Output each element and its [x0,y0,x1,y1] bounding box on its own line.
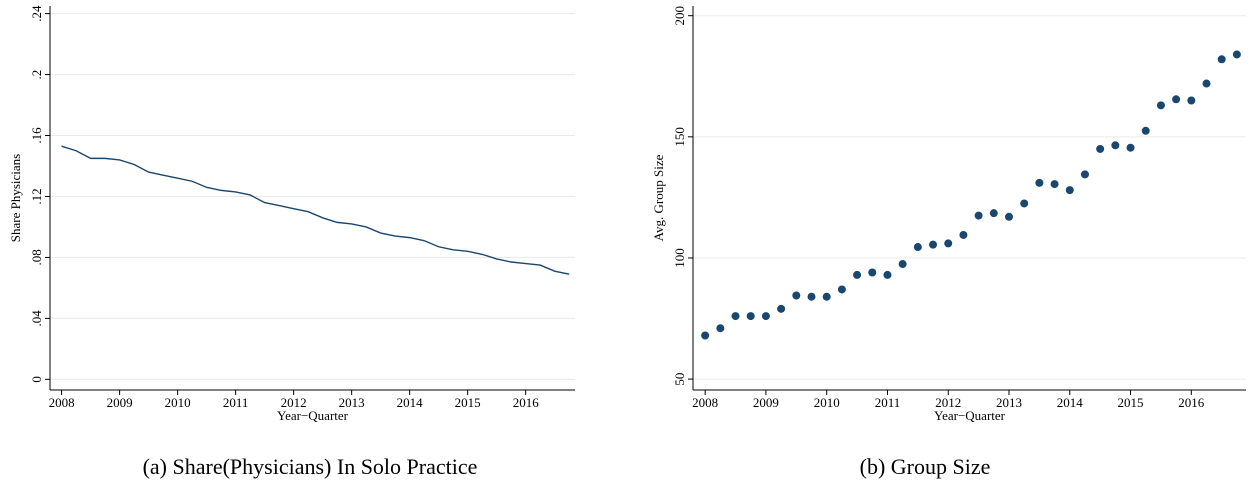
x-tick-label: 2012 [281,395,307,410]
point [731,312,740,321]
point [1202,79,1211,88]
point [868,268,877,277]
y-tick-label: 200 [672,6,687,26]
point [761,312,770,321]
x-tick-label: 2009 [753,395,779,410]
y-axis-label: Share Physicians [8,154,23,242]
x-tick-label: 2011 [223,395,249,410]
x-tick-label: 2015 [1118,395,1144,410]
x-tick-label: 2014 [397,395,424,410]
x-axis-label: Year−Quarter [934,408,1006,423]
line [61,145,570,275]
point [853,270,862,279]
y-tick-label: .16 [29,127,44,144]
x-tick-label: 2013 [339,395,365,410]
point [959,230,968,239]
y-tick-label: .04 [29,310,44,327]
y-tick-label: 50 [672,373,687,386]
x-tick-label: 2015 [455,395,481,410]
point [1217,55,1226,64]
point [777,304,786,313]
point [1141,126,1150,135]
x-tick-label: 2011 [875,395,901,410]
y-tick-label: .08 [29,249,44,265]
point [701,331,710,340]
y-tick-label: 0 [29,376,44,383]
point [1005,212,1013,221]
y-axis-label: Avg. Group Size [651,154,666,241]
x-tick-label: 2012 [935,395,961,410]
x-tick-label: 2014 [1057,395,1084,410]
point [1096,144,1105,153]
point [1172,95,1181,104]
point [898,260,907,269]
point [1020,199,1029,208]
point [913,243,922,252]
x-tick-label: 2008 [692,395,718,410]
x-tick-label: 2010 [814,395,840,410]
y-tick-label: 100 [672,248,687,268]
point [1080,170,1089,179]
point [1232,50,1241,59]
caption: (a) Share(Physicians) In Solo Practice [143,454,478,479]
point [792,291,801,300]
point [1035,178,1044,187]
y-tick-label: .2 [29,70,44,80]
y-tick-label: 150 [672,127,687,147]
x-axis-label: Year−Quarter [277,408,349,423]
point [746,312,755,321]
x-tick-label: 2010 [165,395,191,410]
point [1050,180,1059,189]
point [1126,143,1135,152]
point [974,211,983,220]
point [822,292,831,301]
y-tick-label: .12 [29,188,44,204]
x-tick-label: 2009 [107,395,133,410]
y-tick-label: .24 [29,5,44,22]
point [807,292,816,301]
point [716,324,725,333]
point [929,240,938,249]
point [1111,141,1120,150]
point [1187,96,1196,105]
caption: (b) Group Size [860,454,991,479]
point [837,285,846,294]
point [1156,101,1165,110]
point [944,239,953,248]
point [883,270,892,279]
point [989,209,998,218]
x-tick-label: 2008 [49,395,75,410]
x-tick-label: 2013 [996,395,1022,410]
x-tick-label: 2016 [1178,395,1205,410]
point [1065,186,1074,195]
x-tick-label: 2016 [513,395,540,410]
